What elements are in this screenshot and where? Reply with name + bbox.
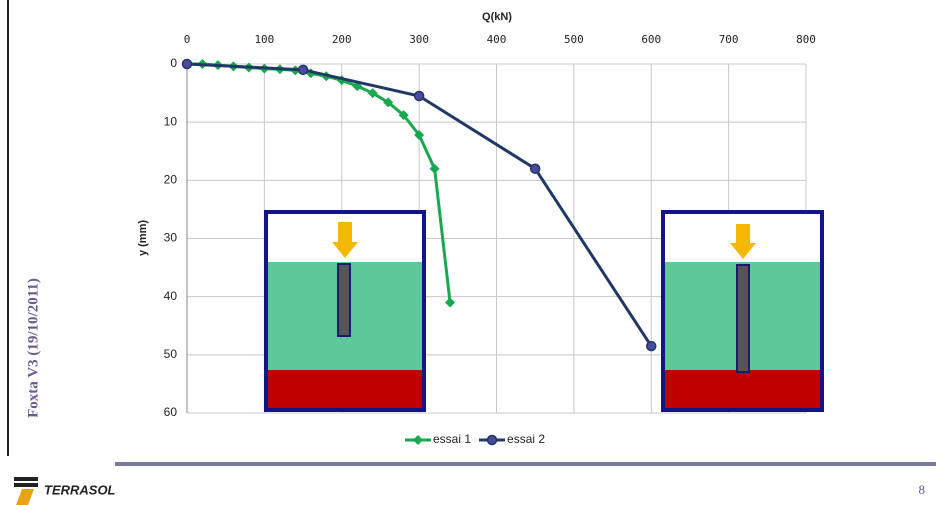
marker xyxy=(297,64,309,76)
marker xyxy=(486,434,498,446)
x-tick-label: 700 xyxy=(719,33,739,46)
x-tick-label: 100 xyxy=(254,33,274,46)
x-axis-title: Q(kN) xyxy=(482,11,512,23)
x-tick-label: 600 xyxy=(641,33,661,46)
logo: TERRASOL xyxy=(14,477,116,505)
y-tick-label: 0 xyxy=(170,56,177,70)
marker xyxy=(445,297,456,308)
marker xyxy=(398,110,409,121)
series: essai 1 essai 2 xyxy=(181,58,657,446)
marker xyxy=(529,163,541,174)
legend-label: essai 2 xyxy=(507,432,545,446)
marker xyxy=(413,435,423,445)
page-number: 8 xyxy=(919,482,926,497)
inset-right xyxy=(661,210,824,412)
sidebar-text: Foxta V3 (19/10/2011) xyxy=(25,278,41,418)
y-tick-label: 40 xyxy=(164,289,178,303)
x-tick-label: 0 xyxy=(184,33,191,46)
y-axis-title: y (mm) xyxy=(137,220,149,256)
marker xyxy=(413,90,425,102)
x-tick-label: 300 xyxy=(409,33,429,46)
logo-text: TERRASOL xyxy=(44,482,116,497)
marker xyxy=(367,88,378,99)
y-tick-label: 20 xyxy=(164,173,178,187)
y-tick-label: 30 xyxy=(164,231,178,245)
marker xyxy=(646,340,657,352)
x-tick-label: 400 xyxy=(487,33,507,46)
inset-left xyxy=(264,210,426,412)
x-tick-label: 500 xyxy=(564,33,584,46)
marker xyxy=(429,163,440,174)
legend-label: essai 1 xyxy=(433,432,471,446)
y-tick-label: 50 xyxy=(164,347,178,361)
marker xyxy=(414,129,425,140)
y-tick-label: 60 xyxy=(164,405,178,419)
marker xyxy=(181,58,193,70)
marker xyxy=(383,97,394,108)
x-tick-label: 800 xyxy=(796,33,816,46)
x-tick-label: 200 xyxy=(332,33,352,46)
y-tick-label: 10 xyxy=(164,114,178,128)
